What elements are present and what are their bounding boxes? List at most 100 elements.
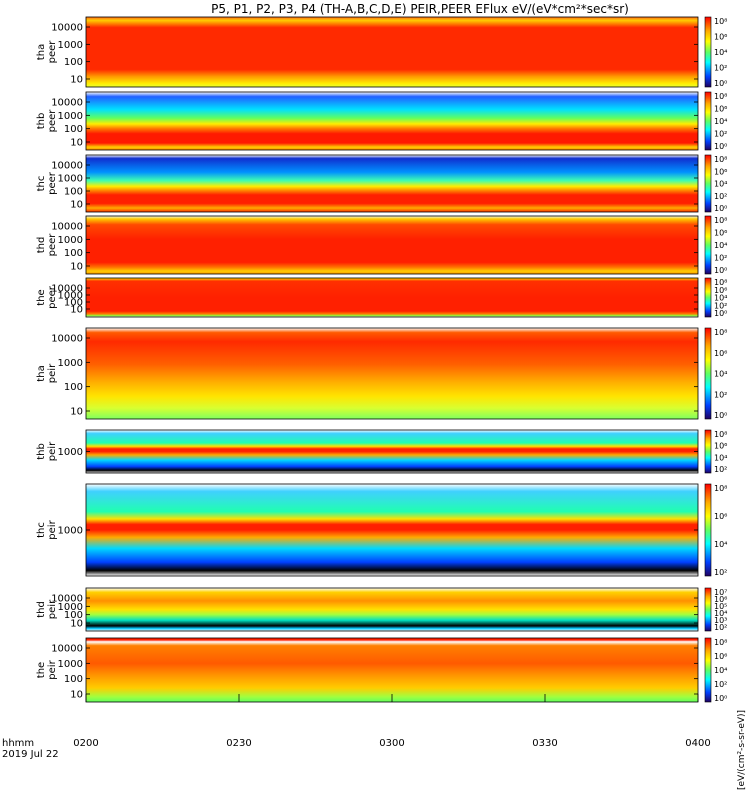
panel-thc-peer: 10000 1000 100 10 thc peer 10⁸ 10⁶ 10⁴ 10² 10⁰ (36, 154, 727, 213)
colorbar-tick-label: 10² (714, 192, 727, 201)
colorbar (704, 277, 712, 318)
colorbar-tick-label: 10⁷ (714, 588, 727, 597)
colorbar-tick-label: 10⁴ (714, 666, 727, 675)
colorbar-tick-label: 10⁰ (714, 694, 727, 703)
colorbar-tick-label: 10⁴ (714, 370, 727, 379)
colorbar-tick-label: 10⁰ (714, 309, 727, 318)
colorbar-tick-label: 10⁴ (714, 540, 727, 549)
colorbar (704, 429, 712, 474)
y-label-probe: thd (36, 237, 47, 254)
y-label-probe: thb (36, 443, 47, 460)
y-tick-label: 100 (64, 610, 83, 621)
colorbar-tick-label: 10⁸ (714, 638, 727, 647)
x-tick-label: 0400 (685, 738, 710, 749)
y-label-probe: thb (36, 113, 47, 130)
colorbar-tick-label: 10⁸ (714, 278, 727, 287)
spectrogram-image (86, 588, 698, 631)
x-tick-label: 0330 (532, 738, 557, 749)
spectrogram-image (86, 638, 698, 702)
panel-tha-peir: 10000 1000 100 10 tha peir 10⁸ 10⁶ 10⁴ 10² 10⁰ (36, 327, 727, 420)
colorbar-tick-label: 10⁴ (714, 609, 727, 618)
panel-frame (85, 587, 699, 632)
panel-frame (85, 277, 699, 318)
y-tick-label: 10 (70, 262, 83, 273)
panel-thb-peer: 10000 1000 100 10 thb peer 10⁸ 10⁶ 10⁴ 10² 10⁰ (36, 91, 727, 151)
spectrogram-image (86, 328, 698, 419)
panel-thb-peir: 1000 thb peir 10⁸ 10⁶ 10⁴ 10² (36, 429, 727, 474)
y-label-instrument: peir (47, 363, 58, 383)
y-tick-label: 10000 (51, 644, 83, 655)
y-tick-label: 1000 (58, 174, 83, 185)
y-tick-label: 1000 (58, 235, 83, 246)
y-label-instrument: peer (47, 233, 58, 257)
spectrogram-image (86, 155, 698, 212)
panel-the-peir: 10000 1000 100 10 the peir 10⁸ 10⁶ 10⁴ 10² 10⁰ (36, 637, 727, 703)
colorbar-tick-label: 10⁸ (714, 216, 727, 225)
colorbar-tick-label: 10⁰ (714, 411, 727, 420)
colorbar-tick-label: 10⁴ (714, 48, 727, 57)
y-tick-label: 10000 (51, 23, 83, 34)
colorbar (704, 215, 712, 275)
panel-thd-peer: 10000 1000 100 10 thd peer 10⁸ 10⁶ 10⁴ 10² 10⁰ (36, 215, 727, 275)
colorbar-tick-label: 10⁸ (714, 328, 727, 337)
colorbar (704, 587, 712, 632)
y-label-instrument: peir (47, 441, 58, 461)
colorbar-tick-label: 10⁶ (714, 33, 727, 42)
panel-frame (85, 154, 699, 213)
y-tick-label: 1000 (58, 40, 83, 51)
spectrogram-image (86, 92, 698, 150)
y-tick-label: 10000 (51, 98, 83, 109)
y-tick-label: 1000 (58, 291, 83, 302)
colorbar-tick-label: 10⁶ (714, 229, 727, 238)
y-label-probe: tha (36, 365, 47, 381)
colorbar-tick-label: 10² (714, 680, 727, 689)
y-tick-label: 1000 (58, 602, 83, 613)
colorbar-tick-label: 10⁸ (714, 430, 727, 439)
colorbar-tick-label: 10⁶ (714, 595, 727, 604)
colorbar-tick-label: 10⁴ (714, 241, 727, 250)
y-tick-label: 100 (64, 124, 83, 135)
y-tick-label: 10 (70, 690, 83, 701)
y-tick-label: 1000 (58, 447, 83, 458)
y-tick-label: 10000 (51, 222, 83, 233)
colorbar-tick-label: 10⁶ (714, 512, 727, 521)
y-label-instrument: peer (47, 171, 58, 195)
colorbar-tick-label: 10² (714, 130, 727, 139)
colorbar-tick-label: 10⁶ (714, 442, 727, 451)
colorbar-tick-label: 10⁶ (714, 167, 727, 176)
spectrogram-image (86, 216, 698, 274)
y-label-instrument: peer (47, 40, 58, 64)
colorbar-tick-label: 10² (714, 465, 727, 474)
panel-thc-peir: 1000 thc peir 10⁸ 10⁶ 10⁴ 10² (36, 483, 727, 577)
y-tick-label: 10 (70, 200, 83, 211)
x-tick-label: 0200 (73, 738, 98, 749)
y-label-probe: the (36, 289, 47, 305)
y-tick-label: 1000 (58, 358, 83, 369)
colorbar-tick-label: 10⁶ (714, 652, 727, 661)
y-tick-label: 10 (70, 407, 83, 418)
colorbar-tick-label: 10⁰ (714, 266, 727, 275)
colorbar-tick-label: 10⁰ (714, 204, 727, 213)
y-label-probe: the (36, 662, 47, 678)
x-tick-label: 0230 (226, 738, 251, 749)
colorbar (704, 154, 712, 213)
colorbar-tick-label: 10⁴ (714, 117, 727, 126)
panel-frame (85, 91, 699, 151)
y-tick-label: 10 (70, 305, 83, 316)
colorbar-tick-label: 10³ (714, 616, 727, 625)
spectrogram-image (86, 430, 698, 473)
colorbar-tick-label: 10⁶ (714, 349, 727, 358)
spectrogram-image (86, 278, 698, 317)
colorbar-tick-label: 10⁶ (714, 286, 727, 295)
y-label-instrument: peer (47, 109, 58, 133)
panel-tha-peer: 10000 1000 100 10 tha peer 10⁸ 10⁶ 10⁴ 10² 10⁰ (36, 16, 727, 88)
y-label-probe: thc (36, 176, 47, 192)
colorbar-tick-label: 10⁶ (714, 105, 727, 114)
colorbar-tick-label: 10⁰ (714, 79, 727, 88)
y-tick-label: 100 (64, 187, 83, 198)
y-tick-label: 10000 (51, 284, 83, 295)
colorbar-tick-label: 10⁵ (714, 602, 727, 611)
